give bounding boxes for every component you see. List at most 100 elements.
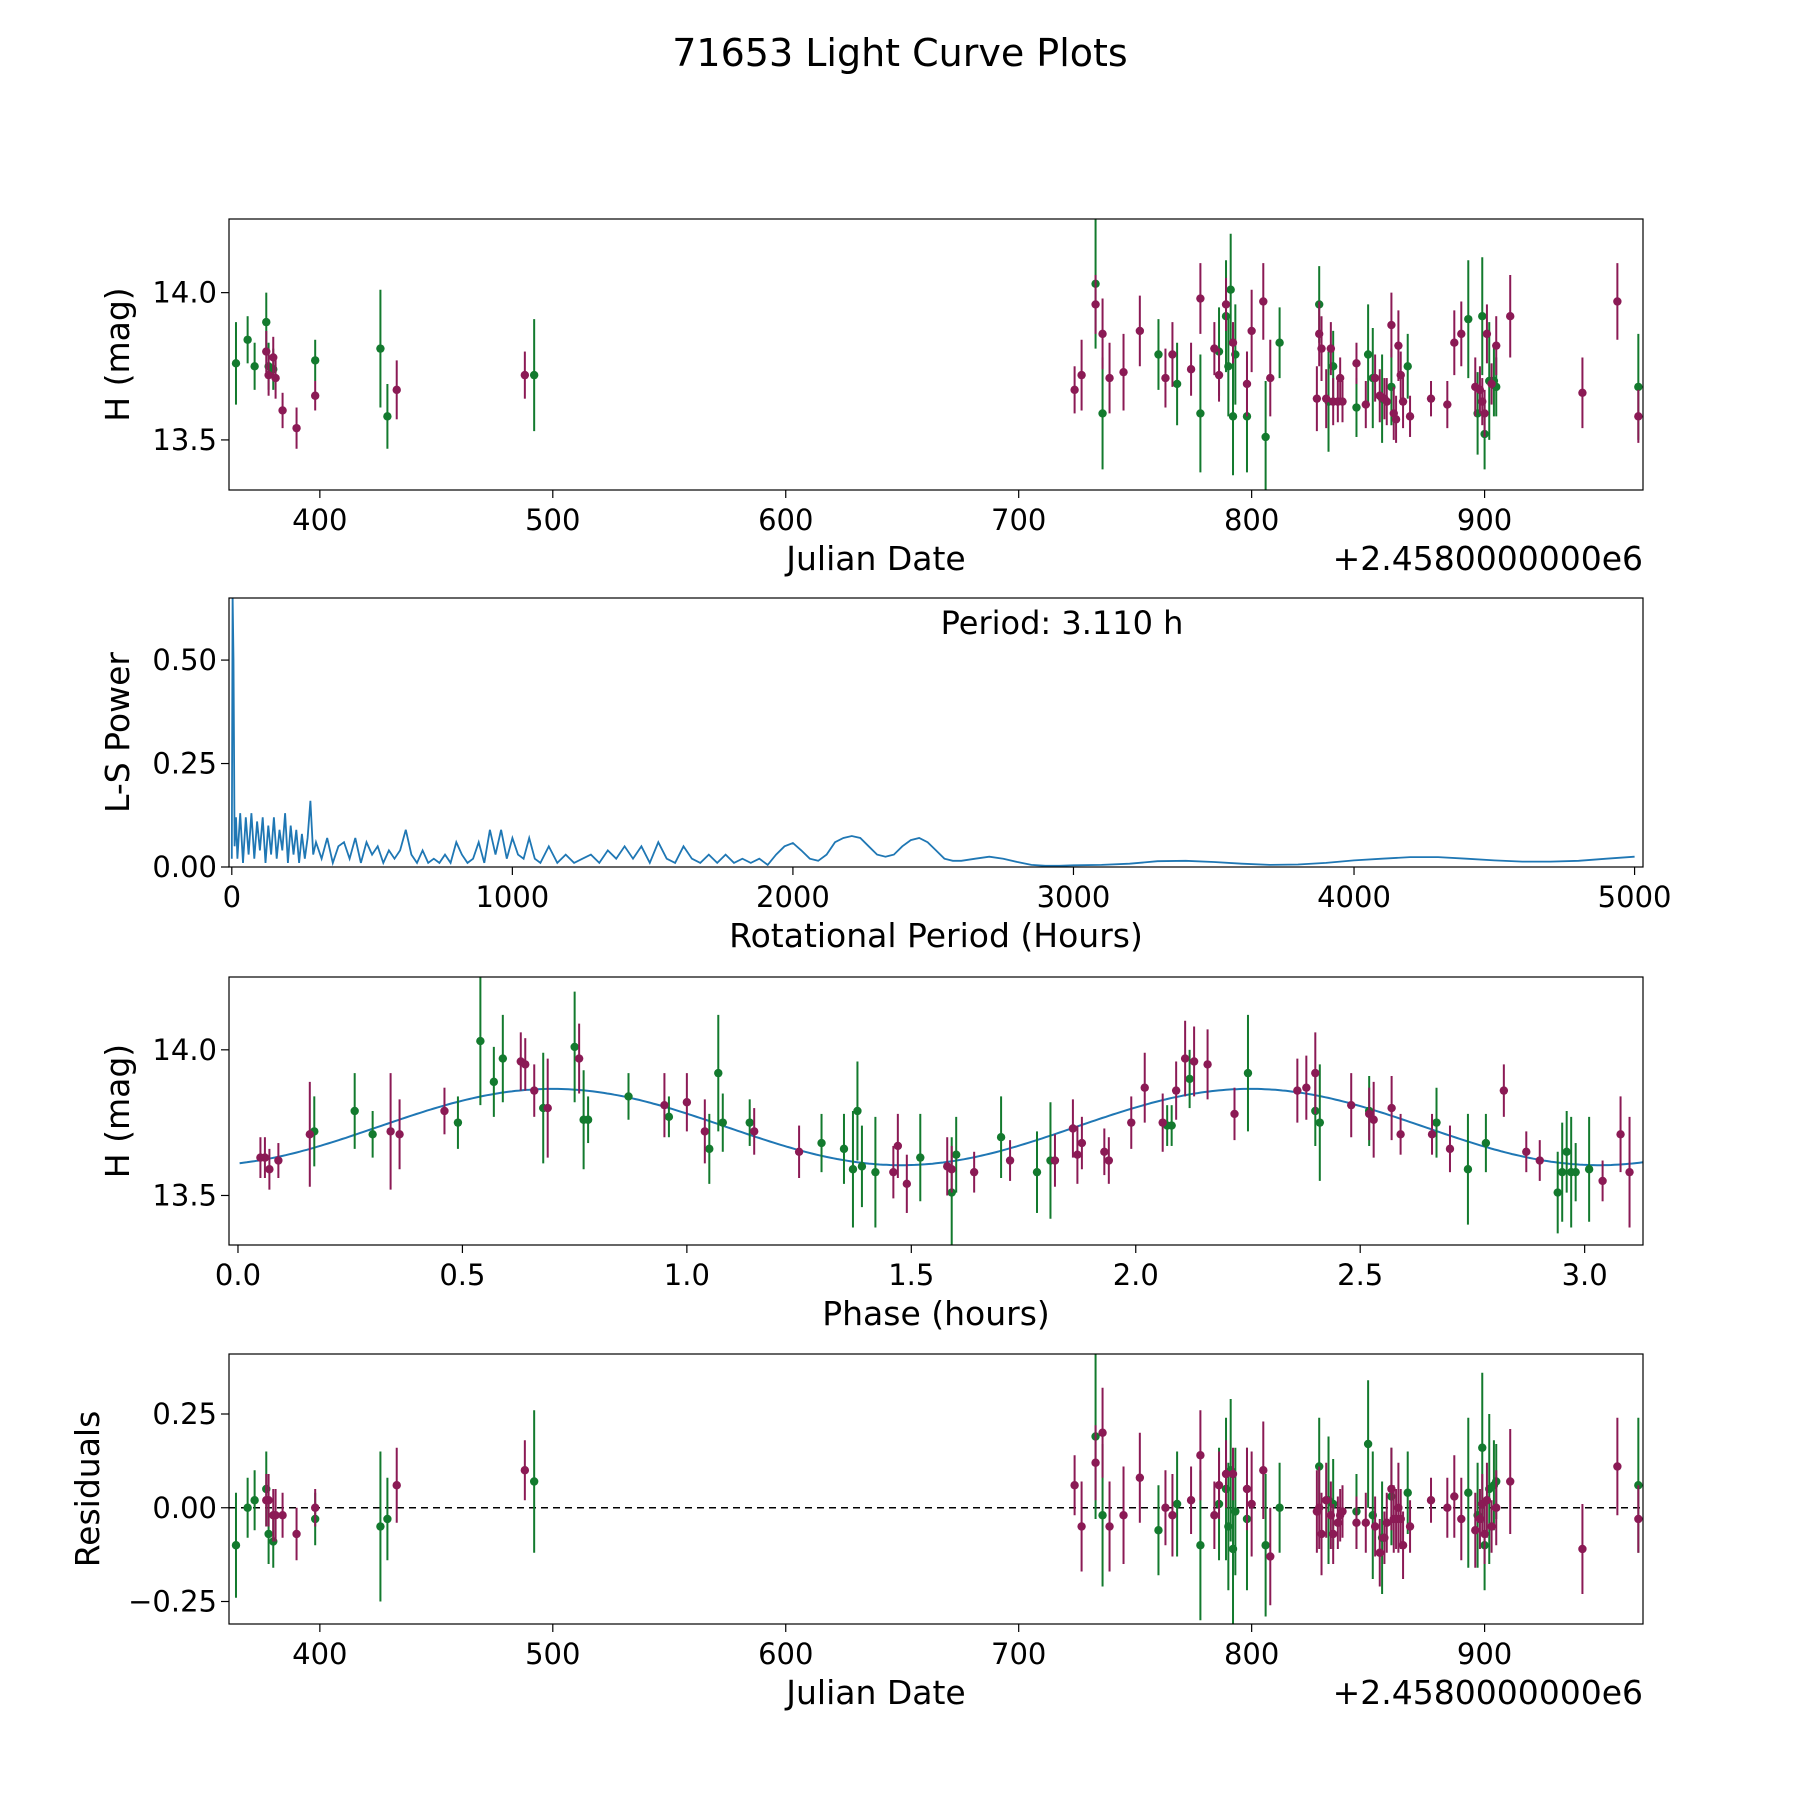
phased-x-tick-label: 2.5 [1337, 1258, 1383, 1292]
residuals-data-point [310, 1503, 320, 1512]
periodogram-x-tick-label: 2000 [756, 880, 830, 914]
residuals-data-point [392, 1481, 401, 1490]
phased-data-point [274, 1156, 283, 1165]
residuals-data-point [1352, 1518, 1361, 1527]
phased-data-point [265, 1165, 274, 1174]
lightcurve-x-tick-label: 400 [292, 503, 347, 537]
phased-x-tick-label: 0.0 [215, 1258, 261, 1292]
phased-data-point [1158, 1118, 1167, 1127]
residuals-data-point [1464, 1488, 1473, 1497]
residuals-data-point [1098, 1428, 1107, 1437]
lightcurve-data-point [1482, 329, 1492, 339]
lightcurve-data-point [1487, 379, 1496, 389]
residuals-data-point [231, 1541, 241, 1550]
lightcurve-y-axis-label: H (mag) [98, 287, 137, 421]
lightcurve-data-point [1464, 314, 1473, 324]
phased-data-point [476, 1036, 485, 1046]
phased-data-point [700, 1127, 710, 1136]
phased-x-tick-label: 1.5 [888, 1258, 934, 1292]
periodogram-x-tick-label: 0 [223, 880, 241, 914]
residuals-data-point [1221, 1469, 1231, 1479]
lightcurve-data-point [1506, 312, 1515, 321]
lightcurve-data-point [271, 373, 280, 383]
lightcurve-data-point [1228, 412, 1238, 421]
residuals-data-point [1172, 1499, 1182, 1509]
residuals-data-point [1613, 1462, 1622, 1471]
residuals-data-point [1426, 1496, 1436, 1505]
residuals-data-point [1403, 1488, 1412, 1497]
lightcurve-data-point [1387, 320, 1396, 330]
phased-data-point [1293, 1086, 1302, 1095]
residuals-data-point [1070, 1481, 1079, 1490]
phased-data-point [1427, 1130, 1437, 1139]
residuals-x-tick-label: 400 [292, 1637, 347, 1671]
phased-data-point [718, 1118, 727, 1127]
lightcurve-data-point [1186, 365, 1196, 374]
phased-data-point [1302, 1083, 1311, 1092]
residuals-data-point [1398, 1541, 1408, 1550]
phased-data-point [1396, 1130, 1405, 1139]
residuals-data-point [1328, 1529, 1338, 1539]
residuals-x-tick-label: 500 [525, 1637, 580, 1671]
residuals-x-tick-label: 700 [991, 1637, 1046, 1671]
lightcurve-data-point [243, 335, 252, 344]
phased-data-point [1369, 1115, 1378, 1124]
residuals-data-point [1321, 1496, 1331, 1505]
residuals-data-point [1091, 1458, 1100, 1467]
lightcurve-data-point [1382, 397, 1391, 406]
phased-x-tick-label: 2.0 [1113, 1258, 1159, 1292]
phased-data-point [521, 1060, 530, 1069]
lightcurve-data-point [520, 370, 530, 380]
phased-data-point [750, 1127, 759, 1136]
residuals-y-tick-label: 0.00 [152, 1491, 217, 1525]
lightcurve-data-point [1154, 350, 1163, 359]
lightcurve-data-point [1247, 326, 1256, 336]
phased-data-point [705, 1144, 714, 1154]
phased-data-point [1100, 1147, 1109, 1156]
phased-data-point [1189, 1057, 1199, 1066]
residuals-data-point [1471, 1526, 1480, 1535]
residuals-x-tick-label: 800 [1224, 1637, 1279, 1671]
lightcurve-data-point [1363, 350, 1373, 359]
lightcurve-data-point [1405, 412, 1415, 421]
residuals-data-point [1186, 1496, 1196, 1505]
residuals-data-point [271, 1511, 280, 1520]
lightcurve-data-point [1443, 400, 1452, 409]
periodogram-y-tick-label: 0.00 [152, 850, 217, 884]
phased-data-point [839, 1144, 849, 1154]
lightcurve-data-point [1394, 341, 1403, 350]
residuals-data-point [1259, 1466, 1268, 1475]
lightcurve-data-point [1312, 394, 1322, 403]
periodogram-x-tick-label: 5000 [1598, 880, 1672, 914]
periodogram-x-tick-label: 4000 [1317, 880, 1391, 914]
lightcurve-data-point [1228, 338, 1238, 347]
residuals-y-tick-label: −0.25 [128, 1585, 217, 1619]
phased-data-point [1481, 1138, 1491, 1148]
phased-data-point [660, 1100, 669, 1110]
lightcurve-data-point [1259, 297, 1268, 306]
lightcurve-data-point [1613, 297, 1622, 306]
residuals-data-point [264, 1529, 273, 1539]
lightcurve-data-point [1070, 385, 1079, 395]
residuals-data-point [1634, 1514, 1643, 1524]
lightcurve-data-point [1214, 370, 1224, 380]
phased-x-axis-label: Phase (hours) [822, 1294, 1050, 1333]
lightcurve-data-point [1634, 382, 1643, 392]
lightcurve-data-point [1426, 394, 1436, 403]
residuals-data-point [1210, 1511, 1219, 1520]
residuals-data-point [1214, 1481, 1224, 1490]
lightcurve-plot-content [231, 219, 1643, 490]
residuals-data-point [1161, 1503, 1170, 1512]
residuals-data-point [1077, 1522, 1086, 1531]
lightcurve-data-point [1242, 379, 1252, 389]
phased-data-point [1185, 1074, 1194, 1084]
residuals-y-tick-label: 0.25 [152, 1397, 217, 1431]
phased-data-point [1347, 1100, 1356, 1110]
lightcurve-data-point [392, 385, 401, 395]
phased-data-point [1050, 1156, 1060, 1165]
residuals-x-axis-label: Julian Date [784, 1673, 966, 1712]
phased-data-point [574, 1054, 584, 1063]
period-annotation: Period: 3.110 h [941, 604, 1184, 642]
residuals-data-point [1228, 1469, 1238, 1479]
